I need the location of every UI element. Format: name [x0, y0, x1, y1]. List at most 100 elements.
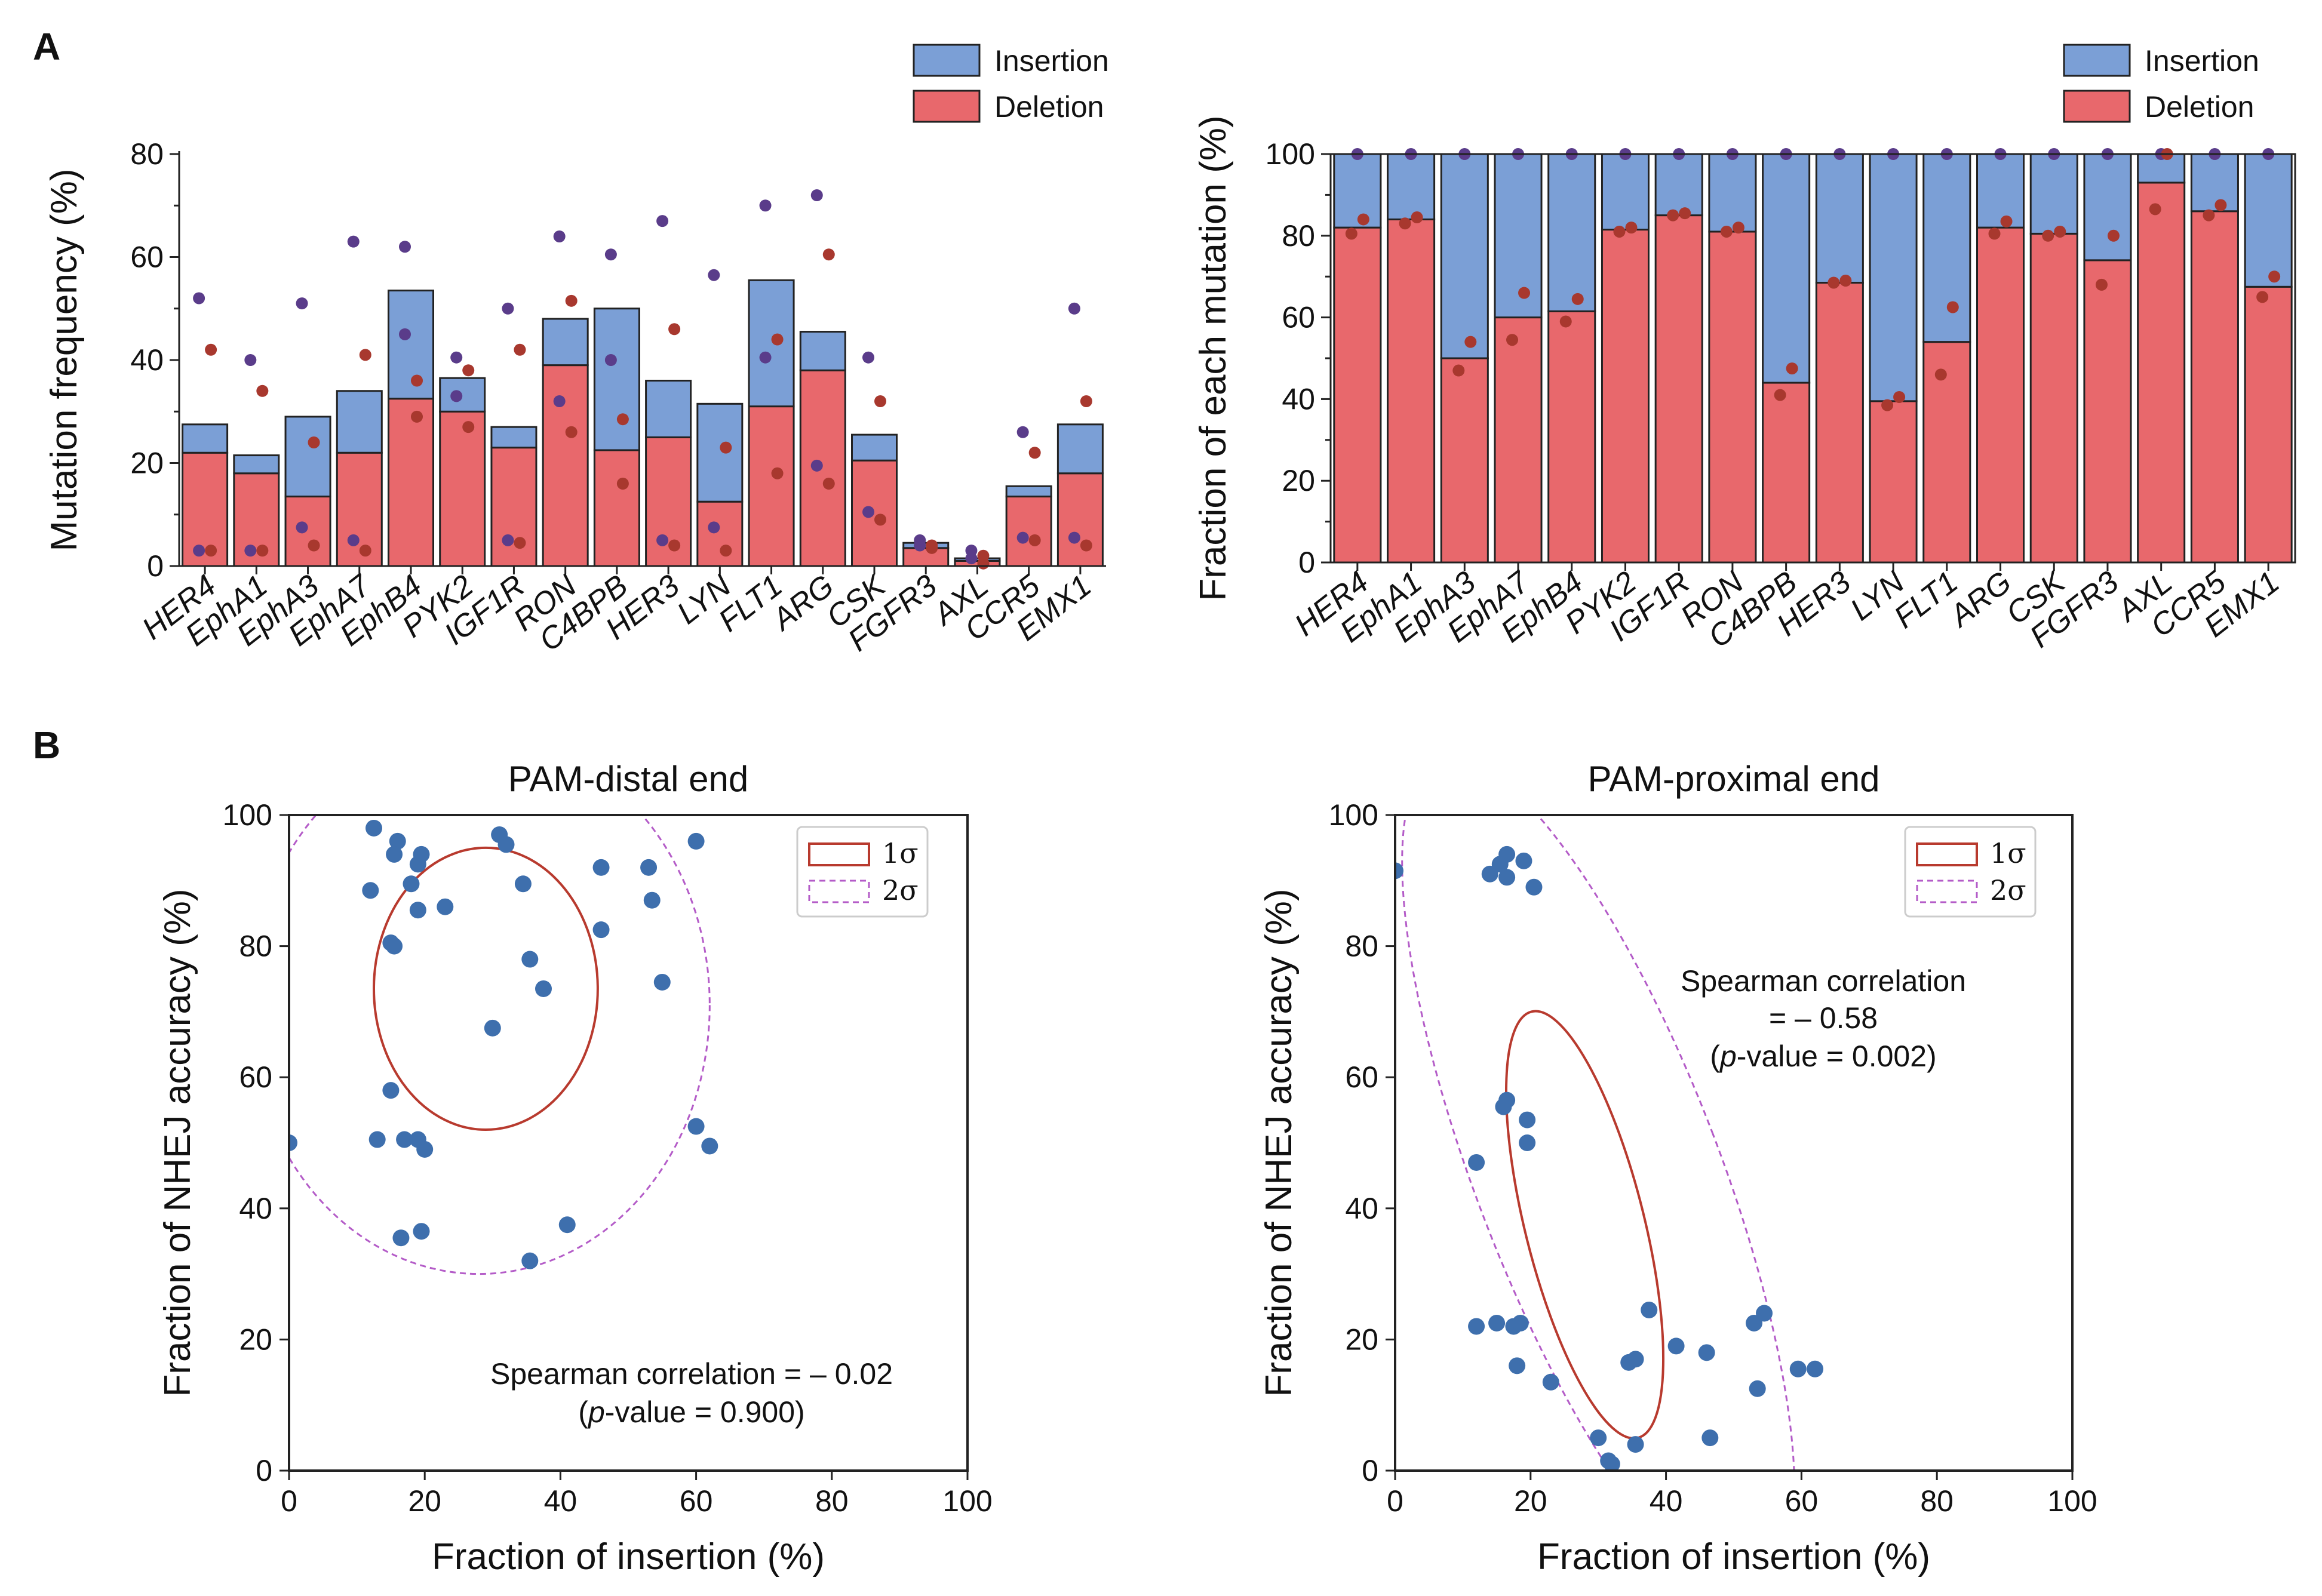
plot-title: PAM-distal end: [508, 759, 748, 799]
replicate-dot-total: [862, 351, 874, 364]
replicate-dot-deletion: [1679, 207, 1691, 220]
replicate-dot-deletion: [1399, 217, 1411, 230]
insertion-bar: [1708, 153, 1757, 233]
scatter-point: [643, 891, 661, 909]
x-tick-label: 0: [1387, 1484, 1403, 1518]
legend-label-1sigma: 1σ: [1990, 837, 2026, 869]
ellipse-1sigma: [373, 846, 599, 1131]
x-tick-label: 20: [408, 1484, 441, 1518]
insertion-bar: [1005, 485, 1052, 498]
legend-box: [796, 826, 929, 918]
scatter-point: [1468, 1154, 1485, 1171]
replicate-dot-total: [502, 302, 514, 315]
scatter-point: [1590, 1429, 1607, 1447]
replicate-dot-deletion: [771, 333, 784, 346]
replicate-dot-total: [399, 241, 411, 253]
replicate-dot-deletion: [2042, 229, 2054, 242]
insertion-bar: [1922, 153, 1971, 343]
legend-label-2sigma: 2σ: [1990, 874, 2026, 906]
ellipse-1sigma: [1505, 1010, 1665, 1440]
replicate-dot-deletion: [2268, 270, 2281, 283]
scatter-point: [1627, 1436, 1644, 1453]
insertion-bar: [2029, 153, 2078, 235]
scatter-point: [1395, 862, 1403, 880]
y-tick-label: 40: [1282, 382, 1315, 416]
replicate-dot-deletion: [359, 545, 371, 557]
scatter-point: [1641, 1301, 1658, 1318]
replicate-dot-total: [193, 545, 205, 557]
replicate-dot-total: [553, 230, 566, 242]
deletion-bar: [542, 364, 589, 567]
legend-label-deletion: Deletion: [2145, 90, 2254, 124]
insertion-bar: [387, 290, 435, 400]
insertion-bar: [799, 331, 846, 371]
replicate-dot-total: [450, 390, 463, 402]
replicate-dot-total: [604, 248, 617, 261]
deletion-bar: [2137, 182, 2186, 564]
deletion-bar: [1815, 281, 1864, 564]
y-tick-label: 0: [1362, 1454, 1378, 1487]
deletion-bar: [336, 451, 383, 567]
y-tick-label: 0: [256, 1454, 272, 1487]
replicate-dot-deletion: [720, 441, 732, 454]
deletion-bar: [1708, 230, 1757, 564]
pam-distal-scatter: 0 20 40 60 80 100 0 20 40 60 80 100 PAM-distal end Fr…: [157, 759, 993, 1577]
y-tick-label: 0: [1298, 546, 1315, 579]
scatter-point: [382, 1082, 400, 1099]
deletion-bar: [1869, 400, 1918, 564]
replicate-dot-deletion: [1828, 276, 1840, 289]
scatter-point: [1667, 1337, 1685, 1355]
replicate-dot-total: [965, 552, 978, 565]
scatter-point: [514, 875, 532, 893]
panel-label-b: B: [33, 724, 60, 767]
x-tick-label: 80: [1920, 1484, 1954, 1518]
x-tick-label: 100: [942, 1484, 992, 1518]
deletion-bar: [1922, 341, 1971, 564]
plot-area: [1395, 815, 1824, 1471]
replicate-dot-deletion: [256, 385, 269, 397]
y-tick-label: 80: [130, 137, 164, 171]
replicate-dot-total: [759, 351, 772, 364]
y-tick-label: 60: [1282, 301, 1315, 334]
replicate-dot-deletion: [874, 395, 886, 407]
y-tick-label: 100: [1329, 798, 1378, 832]
scatter-point: [1519, 1111, 1536, 1128]
insertion-bar: [439, 377, 486, 413]
replicate-dot-total: [244, 545, 257, 557]
y-tick-label: 20: [1345, 1323, 1378, 1356]
deletion-bar: [1762, 382, 1811, 564]
replicate-dot-total: [914, 539, 926, 552]
scatter-point: [1698, 1344, 1715, 1361]
replicate-dot-deletion: [1774, 389, 1786, 401]
legend-swatch-deletion: [913, 90, 981, 123]
deletion-bar: [902, 547, 950, 567]
deletion-bar: [1547, 310, 1596, 564]
replicate-dot-deletion: [1934, 368, 1947, 381]
deletion-bar: [2190, 210, 2239, 564]
deletion-bar: [2244, 285, 2293, 564]
plot-title: PAM-proximal end: [1587, 759, 1879, 799]
legend-label-1sigma: 1σ: [882, 837, 919, 869]
scatter-point: [362, 882, 379, 899]
scatter-point: [1807, 1360, 1824, 1377]
deletion-bar: [1440, 357, 1489, 564]
replicate-dot-deletion: [359, 349, 371, 361]
replicate-dot-deletion: [1080, 395, 1092, 407]
scatter-point: [403, 875, 420, 893]
scatter-point: [558, 1216, 576, 1234]
replicate-dot-deletion: [1357, 213, 1369, 226]
replicate-dot-deletion: [977, 557, 990, 570]
insertion-bar: [2244, 153, 2293, 288]
insertion-bar: [1815, 153, 1864, 284]
legend-swatch-1sigma: [808, 842, 870, 866]
spearman-annotation: (p-value = 0.900): [578, 1395, 804, 1429]
plot-area: [289, 815, 718, 1275]
replicate-dot-total: [708, 269, 720, 281]
x-tick-label: 20: [1514, 1484, 1547, 1518]
replicate-dot-total: [759, 199, 772, 212]
replicate-dot-deletion: [256, 545, 269, 557]
replicate-dot-deletion: [1452, 364, 1465, 377]
pam-proximal-scatter: 0 20 40 60 80 100 0 20 40 60 80 100 PAM-proximal end…: [1258, 759, 2097, 1577]
scatter-point: [521, 951, 539, 968]
